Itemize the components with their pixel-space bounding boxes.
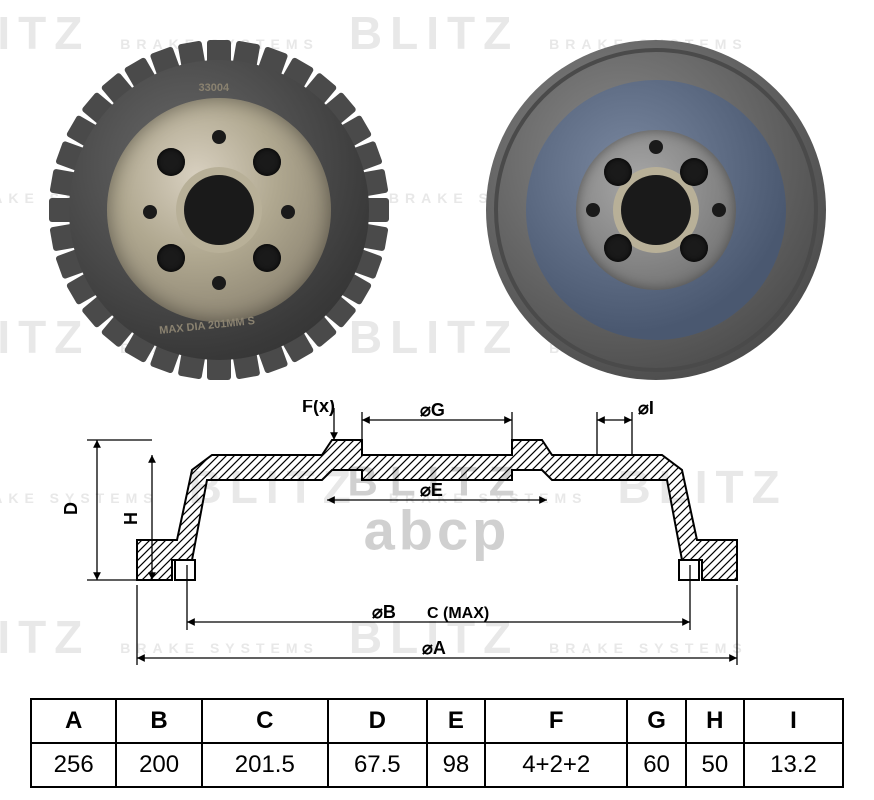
bolt-hole: [253, 148, 281, 176]
pin-hole: [586, 203, 600, 217]
th-b: B: [116, 699, 201, 743]
th-c: C: [202, 699, 328, 743]
td-b: 200: [116, 743, 201, 787]
dim-d: D: [61, 502, 81, 515]
dim-c: C (MAX): [427, 605, 489, 622]
brake-drum-rear-view: [486, 40, 826, 380]
table-value-row: 256200201.567.5984+2+2605013.2: [31, 743, 843, 787]
product-photos: 33004 MAX DIA 201MM S: [0, 20, 874, 400]
bolt-hole: [604, 158, 632, 186]
table-header-row: ABCDEFGHI: [31, 699, 843, 743]
pin-hole: [712, 203, 726, 217]
dim-i: ⌀I: [638, 400, 654, 418]
th-i: I: [744, 699, 843, 743]
th-g: G: [627, 699, 685, 743]
bolt-hole: [157, 244, 185, 272]
td-g: 60: [627, 743, 685, 787]
bolt-hole: [680, 158, 708, 186]
dim-h: H: [121, 512, 141, 525]
brake-drum-front-view: 33004 MAX DIA 201MM S: [49, 40, 389, 380]
th-e: E: [427, 699, 485, 743]
dimensions-table: ABCDEFGHI 256200201.567.5984+2+2605013.2: [30, 698, 844, 788]
td-i: 13.2: [744, 743, 843, 787]
td-c: 201.5: [202, 743, 328, 787]
dim-fx: F(x): [302, 400, 335, 416]
th-a: A: [31, 699, 116, 743]
th-d: D: [328, 699, 427, 743]
pin-hole: [212, 130, 226, 144]
pin-hole: [212, 276, 226, 290]
td-f: 4+2+2: [485, 743, 627, 787]
center-bore: [621, 175, 691, 245]
td-a: 256: [31, 743, 116, 787]
dim-g: ⌀G: [420, 400, 445, 420]
th-h: H: [686, 699, 744, 743]
bolt-hole: [604, 234, 632, 262]
casting-number: 33004: [199, 82, 230, 94]
dim-a: ⌀A: [422, 638, 446, 658]
th-f: F: [485, 699, 627, 743]
td-e: 98: [427, 743, 485, 787]
dim-b: ⌀B: [372, 602, 396, 622]
bolt-hole: [253, 244, 281, 272]
center-bore: [184, 175, 254, 245]
td-d: 67.5: [328, 743, 427, 787]
bolt-hole: [157, 148, 185, 176]
pin-hole: [143, 205, 157, 219]
td-h: 50: [686, 743, 744, 787]
dim-e: ⌀E: [420, 480, 443, 500]
pin-hole: [649, 140, 663, 154]
cross-section-diagram: D H F(x) ⌀G ⌀I ⌀E ⌀B C (MAX) ⌀A: [40, 400, 834, 680]
pin-hole: [281, 205, 295, 219]
bolt-hole: [680, 234, 708, 262]
